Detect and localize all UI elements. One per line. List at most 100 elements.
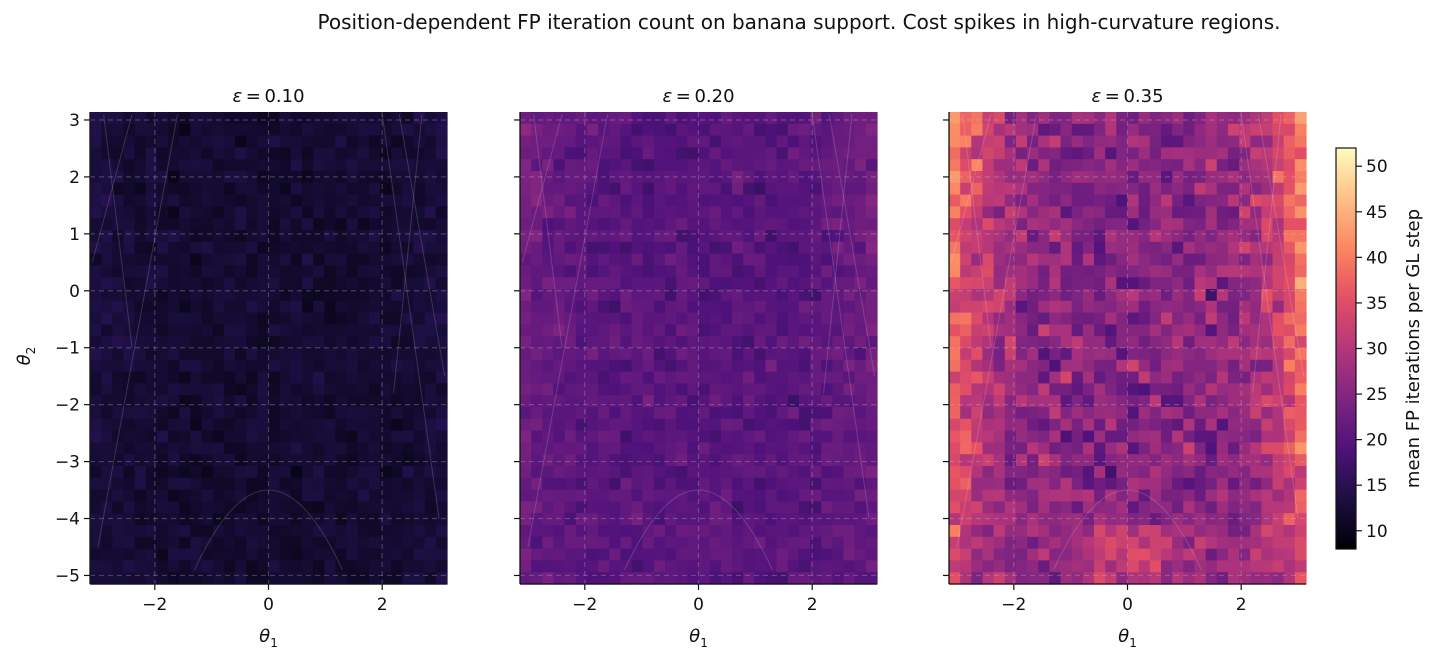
- heatmap-cell: [520, 312, 532, 325]
- heatmap-cell: [993, 277, 1006, 290]
- heatmap-cell: [123, 194, 136, 207]
- heatmap-cell: [246, 501, 258, 514]
- heatmap-cell: [190, 253, 203, 266]
- heatmap-cell: [1283, 135, 1296, 148]
- heatmap-cell: [832, 241, 845, 255]
- heatmap-cell: [609, 312, 622, 325]
- heatmap-cell: [1194, 147, 1207, 160]
- heatmap-cell: [1127, 430, 1140, 443]
- colorbar-label: mean FP iterations per GL step: [1403, 209, 1424, 488]
- heatmap-cell: [424, 182, 437, 196]
- heatmap-cell: [575, 525, 588, 538]
- heatmap-cell: [1060, 112, 1073, 125]
- heatmap-cell: [1194, 418, 1207, 432]
- heatmap-cell: [1227, 501, 1240, 514]
- heatmap-cell: [1205, 312, 1218, 325]
- heatmap-cell: [843, 442, 856, 455]
- heatmap-cell: [1116, 442, 1129, 455]
- heatmap-cell: [698, 466, 711, 479]
- heatmap-cell: [687, 324, 700, 337]
- heatmap-cell: [676, 572, 688, 585]
- heatmap-cell: [290, 501, 303, 514]
- heatmap-cell: [391, 560, 403, 573]
- heatmap-cell: [179, 159, 192, 172]
- heatmap-cell: [1060, 241, 1073, 255]
- heatmap-cell: [1027, 513, 1039, 526]
- heatmap-cell: [413, 300, 426, 314]
- colorbar-tick-label: 45: [1366, 203, 1388, 223]
- heatmap-cell: [798, 395, 811, 408]
- heatmap-cell: [854, 430, 867, 443]
- heatmap-cell: [391, 572, 403, 585]
- heatmap-cell: [575, 572, 588, 585]
- heatmap-cell: [1004, 182, 1017, 196]
- heatmap-cell: [586, 230, 599, 243]
- heatmap-cell: [301, 371, 314, 384]
- heatmap-cell: [1261, 383, 1274, 396]
- heatmap-cell: [720, 135, 733, 148]
- heatmap-cell: [391, 241, 403, 255]
- heatmap-cell: [201, 395, 214, 408]
- heatmap-cell: [1227, 123, 1240, 137]
- heatmap-cell: [1160, 536, 1173, 550]
- heatmap-cell: [268, 407, 281, 420]
- heatmap-cell: [156, 289, 169, 302]
- heatmap-cell: [949, 123, 961, 137]
- heatmap-cell: [1272, 123, 1285, 137]
- heatmap-cell: [201, 241, 214, 255]
- heatmap-cell: [709, 194, 722, 207]
- heatmap-cell: [720, 536, 733, 550]
- heatmap-cell: [223, 442, 236, 455]
- heatmap-cell: [257, 489, 270, 502]
- heatmap-cell: [542, 194, 555, 207]
- heatmap-cell: [553, 194, 566, 207]
- heatmap-cell: [1015, 289, 1028, 302]
- heatmap-cell: [821, 383, 833, 396]
- heatmap-cell: [257, 454, 270, 467]
- heatmap-cell: [843, 135, 856, 148]
- heatmap-cell: [1194, 277, 1207, 290]
- heatmap-cell: [346, 312, 359, 325]
- heatmap-cell: [1138, 442, 1151, 455]
- heatmap-cell: [993, 489, 1006, 502]
- heatmap-cell: [368, 501, 381, 514]
- heatmap-cell: [665, 525, 677, 538]
- heatmap-cell: [413, 277, 426, 290]
- heatmap-cell: [754, 300, 767, 314]
- heatmap-cell: [653, 548, 666, 561]
- heatmap-cell: [290, 230, 303, 243]
- heatmap-cell: [402, 454, 415, 467]
- heatmap-cell: [290, 525, 303, 538]
- heatmap-cell: [854, 171, 867, 184]
- heatmap-cell: [949, 348, 961, 361]
- heatmap-cell: [665, 336, 677, 349]
- heatmap-cell: [246, 359, 258, 373]
- heatmap-cell: [698, 182, 711, 196]
- heatmap-cell: [1049, 230, 1062, 243]
- contour-line: [962, 114, 992, 348]
- heatmap-cell: [520, 418, 532, 432]
- heatmap-cell: [1172, 395, 1184, 408]
- heatmap-cell: [1015, 218, 1028, 231]
- heatmap-cell: [731, 383, 744, 396]
- heatmap-cell: [949, 513, 961, 526]
- heatmap-cell: [380, 501, 392, 514]
- heatmap-cell: [1261, 230, 1274, 243]
- heatmap-cell: [1127, 300, 1140, 314]
- heatmap-cell: [1105, 265, 1117, 278]
- heatmap-cell: [1160, 265, 1173, 278]
- heatmap-cell: [720, 501, 733, 514]
- heatmap-cell: [687, 489, 700, 502]
- heatmap-cell: [575, 560, 588, 573]
- heatmap-cell: [1138, 265, 1151, 278]
- heatmap-cell: [1094, 371, 1106, 384]
- heatmap-cell: [854, 112, 867, 125]
- heatmap-cell: [1149, 477, 1162, 491]
- heatmap-cell: [709, 548, 722, 561]
- heatmap-cell: [743, 289, 755, 302]
- heatmap-cell: [145, 501, 158, 514]
- heatmap-cell: [620, 218, 633, 231]
- heatmap-cell: [223, 536, 236, 550]
- heatmap-cell: [246, 489, 258, 502]
- heatmap-cell: [631, 182, 644, 196]
